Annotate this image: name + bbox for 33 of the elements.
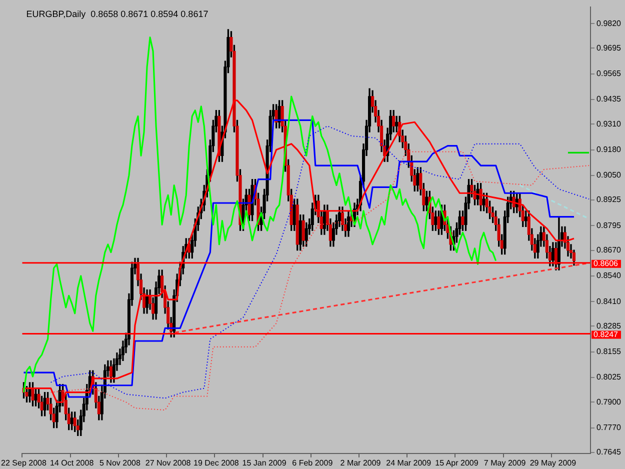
x-tick-label: 14 Oct 2008: [50, 458, 94, 468]
x-tick-label: 15 Jan 2009: [242, 458, 287, 468]
x-tick-label: 27 Nov 2008: [145, 458, 192, 468]
x-tick-label: 19 Dec 2008: [193, 458, 240, 468]
chart-title: EURGBP,Daily 0.8658 0.8671 0.8594 0.8617: [26, 8, 208, 19]
y-tick-label: 0.9695: [596, 43, 622, 52]
y-tick-label: 0.9310: [596, 119, 622, 128]
x-tick-label: 22 Sep 2008: [1, 458, 47, 468]
y-tick-label: 0.8540: [596, 271, 622, 280]
x-tick-label: 2 Mar 2009: [340, 458, 382, 468]
x-tick-label: 15 Apr 2009: [435, 458, 479, 468]
y-tick-label: 0.7900: [596, 397, 622, 406]
x-tick-label: 24 Mar 2009: [386, 458, 432, 468]
y-tick-label: 0.7645: [596, 448, 622, 457]
y-tick-label: 0.8925: [596, 195, 622, 204]
y-tick-label: 0.9820: [596, 18, 622, 28]
y-tick-label: 0.8155: [596, 347, 622, 356]
y-tick-label: 0.7770: [596, 422, 622, 432]
ref-line-label: 0.8247: [594, 330, 619, 339]
y-tick-label: 0.9435: [596, 94, 622, 104]
y-tick-label: 0.8025: [596, 372, 622, 382]
y-tick-label: 0.8410: [596, 296, 622, 306]
x-tick-label: 6 Feb 2009: [292, 458, 334, 468]
x-tick-label: 5 Nov 2008: [100, 458, 141, 468]
x-tick-label: 29 May 2009: [530, 458, 577, 468]
y-tick-label: 0.9180: [596, 144, 622, 154]
y-tick-label: 0.9050: [596, 170, 622, 180]
y-tick-label: 0.8670: [596, 246, 622, 255]
y-tick-label: 0.9565: [596, 69, 622, 78]
ref-line-label: 0.8606: [594, 259, 619, 268]
y-tick-label: 0.8285: [596, 321, 622, 330]
x-tick-label: 7 May 2009: [484, 458, 526, 468]
y-tick-label: 0.8795: [596, 220, 622, 230]
